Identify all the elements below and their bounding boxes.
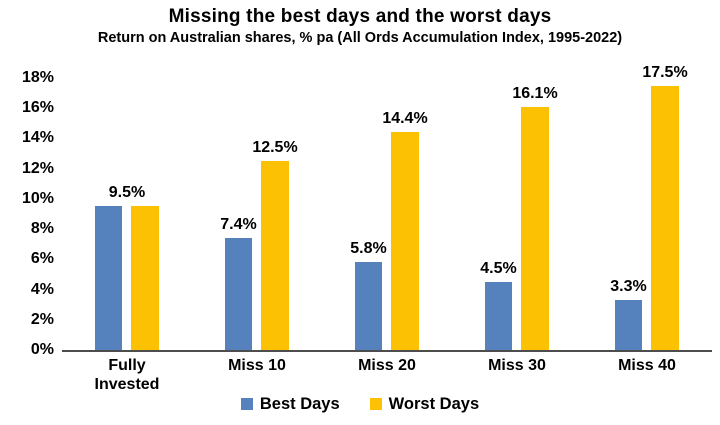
y-tick-label: 18%: [21, 69, 54, 86]
legend-label: Best Days: [259, 394, 340, 413]
bar-worst-days: [521, 106, 549, 350]
x-axis-label: Miss 10: [228, 357, 286, 374]
legend: Best Days Worst Days: [0, 392, 720, 416]
legend-item-worst-days: Worst Days: [369, 394, 480, 414]
x-axis-label: Fully Invested: [94, 357, 160, 393]
bar-worst-days: [651, 85, 679, 350]
y-tick-label: 10%: [21, 189, 54, 207]
chart-title: Missing the best days and the worst days: [168, 6, 552, 27]
data-label: 5.8%: [350, 240, 387, 258]
legend-label: Worst Days: [388, 394, 480, 413]
legend-item-best-days: Best Days: [240, 394, 340, 414]
bar-best-days: [95, 206, 122, 350]
y-tick-label: 0%: [30, 341, 54, 358]
y-tick-label: 8%: [30, 220, 54, 238]
data-label: 12.5%: [252, 139, 298, 157]
bar-best-days: [485, 282, 512, 350]
bar-worst-days: [261, 161, 289, 350]
bar-worst-days: [391, 132, 419, 350]
x-axis-label: Miss 20: [358, 357, 416, 374]
data-label: 3.3%: [610, 278, 647, 296]
y-tick-label: 16%: [21, 99, 54, 117]
y-tick-label: 12%: [21, 159, 54, 177]
plot-area: 9.5% 7.4% 12.5% 5.8% 14.4% 4.5% 16.1% 3.3% 17.5%: [62, 64, 712, 352]
x-axis-label: Miss 30: [488, 357, 546, 374]
bar-worst-days: [131, 206, 159, 350]
y-tick-label: 6%: [30, 250, 54, 268]
bar-best-days: [225, 238, 252, 350]
data-label: 14.4%: [382, 110, 428, 128]
data-label: 4.5%: [480, 260, 517, 277]
x-axis-label: Miss 40: [618, 357, 676, 374]
bar-best-days: [355, 262, 382, 350]
y-tick-label: 14%: [21, 129, 54, 147]
y-tick-label: 2%: [30, 310, 54, 328]
chart-subtitle: Return on Australian shares, % pa (All O…: [97, 30, 623, 46]
y-tick-label: 4%: [30, 280, 54, 298]
data-label: 17.5%: [642, 63, 688, 81]
data-label: 16.1%: [512, 84, 558, 102]
data-label: 9.5%: [108, 184, 146, 202]
legend-swatch-worst-days: [369, 398, 382, 410]
legend-swatch-best-days: [240, 398, 253, 410]
bar-best-days: [615, 300, 642, 350]
data-label: 7.4%: [220, 216, 257, 234]
